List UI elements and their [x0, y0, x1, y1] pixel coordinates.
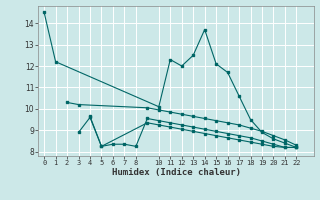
X-axis label: Humidex (Indice chaleur): Humidex (Indice chaleur)	[111, 168, 241, 177]
